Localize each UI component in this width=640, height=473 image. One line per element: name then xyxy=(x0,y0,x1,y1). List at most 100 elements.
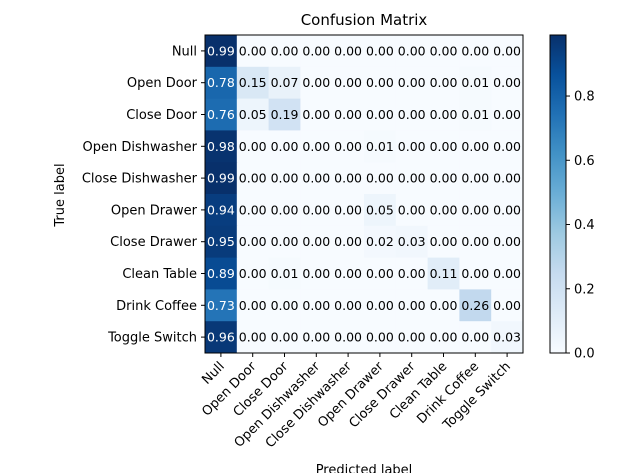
matrix-cell xyxy=(491,98,524,131)
matrix-cell xyxy=(205,98,238,131)
matrix-cell xyxy=(300,66,333,100)
cell-value-label: 0.00 xyxy=(493,171,521,186)
cell-value-label: 0.00 xyxy=(302,171,330,186)
cell-value-label: 0.00 xyxy=(334,266,362,281)
matrix-cell xyxy=(427,225,460,259)
y-tick-label: Drink Coffee xyxy=(116,299,197,314)
cell-value-label: 0.00 xyxy=(334,43,362,58)
matrix-cell xyxy=(491,35,524,68)
cell-value-label: 0.00 xyxy=(430,234,458,249)
y-tick-labels: Null Open Door Close Door Open Dishwasher Cl… xyxy=(82,44,205,346)
cell-value-label: 0.00 xyxy=(493,298,521,313)
cell-value-label: 0.00 xyxy=(430,107,458,122)
colorbar-tick-label: 0.2 xyxy=(574,282,595,297)
matrix-cell xyxy=(491,130,524,163)
cell-value-label: 0.76 xyxy=(207,107,235,122)
matrix-cell xyxy=(427,98,460,131)
matrix-cell xyxy=(205,257,238,290)
matrix-cell xyxy=(268,194,301,227)
cell-value-label: 0.00 xyxy=(430,43,458,58)
matrix-cell xyxy=(300,162,333,195)
matrix-cell xyxy=(205,66,238,100)
cell-value-label: 0.00 xyxy=(461,139,489,154)
matrix-cell xyxy=(395,257,429,290)
cell-value-label: 0.01 xyxy=(461,107,489,122)
cell-value-label: 0.98 xyxy=(207,139,235,154)
cell-value-label: 0.00 xyxy=(398,298,426,313)
matrix-cell xyxy=(268,66,301,100)
matrix-cell xyxy=(205,194,238,227)
matrix-cell xyxy=(332,162,365,195)
cell-value-label: 0.00 xyxy=(334,139,362,154)
matrix-cell xyxy=(332,194,365,227)
cell-value-label: 0.00 xyxy=(461,330,489,345)
cell-value-label: 0.96 xyxy=(207,330,235,345)
y-tick-label: Open Door xyxy=(127,76,198,91)
cell-value-label: 0.00 xyxy=(334,107,362,122)
y-tick-label: Toggle Switch xyxy=(107,331,197,346)
matrix-cell xyxy=(332,225,365,259)
y-tick-label: Close Dishwasher xyxy=(82,172,198,187)
chart-title: Confusion Matrix xyxy=(301,11,428,29)
matrix-cell xyxy=(459,66,492,100)
cell-value-label: 0.00 xyxy=(493,43,521,58)
matrix-cell xyxy=(459,225,492,259)
matrix-cell xyxy=(459,162,492,195)
matrix-cell xyxy=(459,130,492,163)
cell-value-label: 0.94 xyxy=(207,202,235,217)
matrix-cell xyxy=(236,66,270,100)
matrix-cell xyxy=(364,257,397,290)
cell-value-label: 0.73 xyxy=(207,298,235,313)
cell-value-label: 0.00 xyxy=(271,330,299,345)
matrix-cell xyxy=(427,162,460,195)
cell-value-label: 0.00 xyxy=(366,171,394,186)
matrix-cell xyxy=(300,321,333,354)
matrix-cell xyxy=(364,66,397,100)
y-tick-label: Close Door xyxy=(126,108,197,123)
cell-value-label: 0.00 xyxy=(493,75,521,90)
cell-value-label: 0.00 xyxy=(461,234,489,249)
cell-value-label: 0.00 xyxy=(461,266,489,281)
matrix-cell xyxy=(300,35,333,68)
matrix-cell xyxy=(395,194,429,227)
matrix-cell xyxy=(332,321,365,354)
cell-value-label: 0.00 xyxy=(239,330,267,345)
cell-value-label: 0.99 xyxy=(207,43,235,58)
matrix-cell xyxy=(364,321,397,354)
matrix-cell xyxy=(268,289,301,322)
cell-value-label: 0.00 xyxy=(430,139,458,154)
matrix-cell xyxy=(491,162,524,195)
matrix-cell xyxy=(236,98,270,131)
matrix-cell xyxy=(236,257,270,290)
matrix-cell xyxy=(459,257,492,290)
cell-value-label: 0.00 xyxy=(493,139,521,154)
matrix-cell xyxy=(332,66,365,100)
cell-value-label: 0.00 xyxy=(334,234,362,249)
cell-value-label: 0.00 xyxy=(271,171,299,186)
cell-value-label: 0.01 xyxy=(461,75,489,90)
colorbar-tick-label: 0.4 xyxy=(574,218,595,233)
matrix-cell-labels: 0.99 0.00 0.00 0.00 0.00 0.00 0.00 0.00 0.00 0.00… xyxy=(207,43,521,344)
matrix-cell xyxy=(459,194,492,227)
matrix-cell xyxy=(268,162,301,195)
cell-value-label: 0.00 xyxy=(398,171,426,186)
cell-value-label: 0.00 xyxy=(366,330,394,345)
cell-value-label: 0.00 xyxy=(239,43,267,58)
matrix-cell xyxy=(205,289,238,322)
cell-value-label: 0.00 xyxy=(366,266,394,281)
matrix-cell xyxy=(427,66,460,100)
matrix-cell xyxy=(236,162,270,195)
matrix-cell xyxy=(300,194,333,227)
cell-value-label: 0.00 xyxy=(239,202,267,217)
y-tick-label: Clean Table xyxy=(122,267,197,282)
matrix-cell xyxy=(491,66,524,100)
cell-value-label: 0.05 xyxy=(239,107,267,122)
cell-value-label: 0.00 xyxy=(334,171,362,186)
cell-value-label: 0.03 xyxy=(398,234,426,249)
matrix-cell xyxy=(491,257,524,290)
matrix-cell xyxy=(332,289,365,322)
cell-value-label: 0.00 xyxy=(334,330,362,345)
matrix-cell xyxy=(364,162,397,195)
plot-frame xyxy=(204,34,524,354)
